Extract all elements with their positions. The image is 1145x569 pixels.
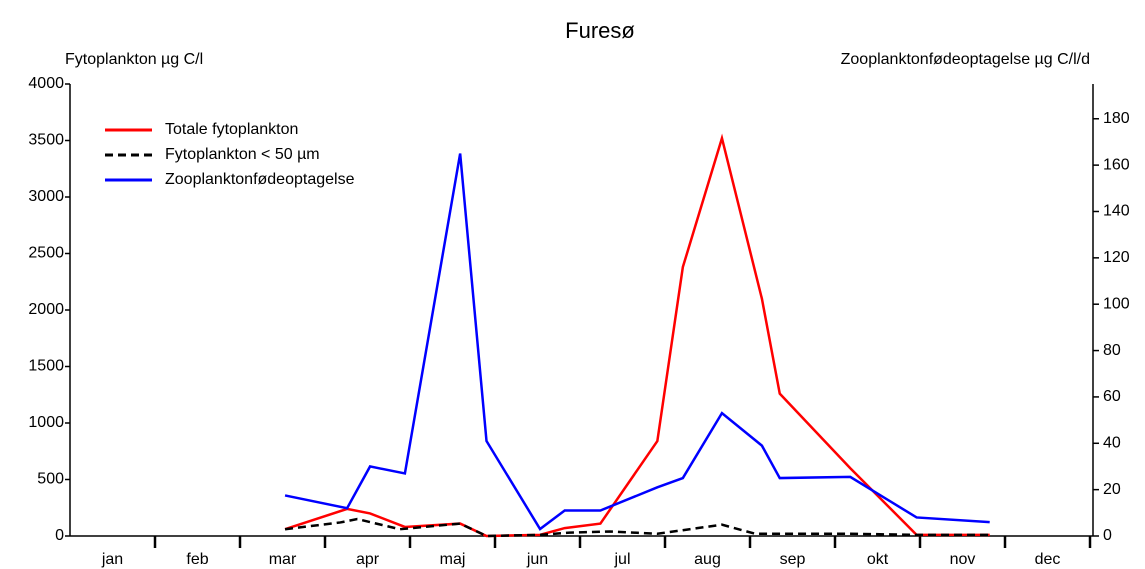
y-tick-label: 3500 xyxy=(28,132,64,149)
series-line xyxy=(284,517,990,538)
x-tick-label: maj xyxy=(440,551,466,568)
chart-title: Furesø xyxy=(565,18,635,43)
y-tick-label: 2500 xyxy=(28,245,64,262)
y2-tick-label: 120 xyxy=(1103,249,1130,266)
y2-tick-label: 100 xyxy=(1103,295,1130,312)
y2-tick-label: 180 xyxy=(1103,110,1130,127)
x-tick-label: apr xyxy=(356,551,380,568)
legend-label: Zooplanktonfødeoptagelse xyxy=(165,171,355,188)
x-tick-label: aug xyxy=(694,551,721,568)
series-line xyxy=(284,153,990,531)
x-tick-label: sep xyxy=(780,551,806,568)
legend-label: Totale fytoplankton xyxy=(165,121,298,138)
y-tick-label: 2000 xyxy=(28,301,64,318)
y2-tick-label: 60 xyxy=(1103,388,1121,405)
y2-tick-label: 40 xyxy=(1103,435,1121,452)
x-tick-label: nov xyxy=(950,551,976,568)
y-tick-label: 1000 xyxy=(28,414,64,431)
y-axis-label: Fytoplankton µg C/l xyxy=(65,51,203,68)
y2-tick-label: 160 xyxy=(1103,156,1130,173)
x-tick-label: jan xyxy=(101,551,123,568)
x-tick-label: jun xyxy=(526,551,548,568)
x-tick-label: dec xyxy=(1035,551,1061,568)
x-tick-label: mar xyxy=(269,551,297,568)
x-tick-label: okt xyxy=(867,551,889,568)
y-tick-label: 1500 xyxy=(28,358,64,375)
y-tick-label: 500 xyxy=(37,471,64,488)
x-tick-label: jul xyxy=(613,551,630,568)
y2-tick-label: 0 xyxy=(1103,527,1112,544)
y2-axis-label: Zooplanktonfødeoptagelse µg C/l/d xyxy=(841,51,1090,68)
y-tick-label: 0 xyxy=(55,527,64,544)
y2-tick-label: 20 xyxy=(1103,481,1121,498)
y-tick-label: 3000 xyxy=(28,188,64,205)
x-tick-label: feb xyxy=(186,551,208,568)
y2-tick-label: 140 xyxy=(1103,203,1130,220)
legend-label: Fytoplankton < 50 µm xyxy=(165,146,320,163)
series-line xyxy=(284,133,990,538)
y2-tick-label: 80 xyxy=(1103,342,1121,359)
y-tick-label: 4000 xyxy=(28,75,64,92)
